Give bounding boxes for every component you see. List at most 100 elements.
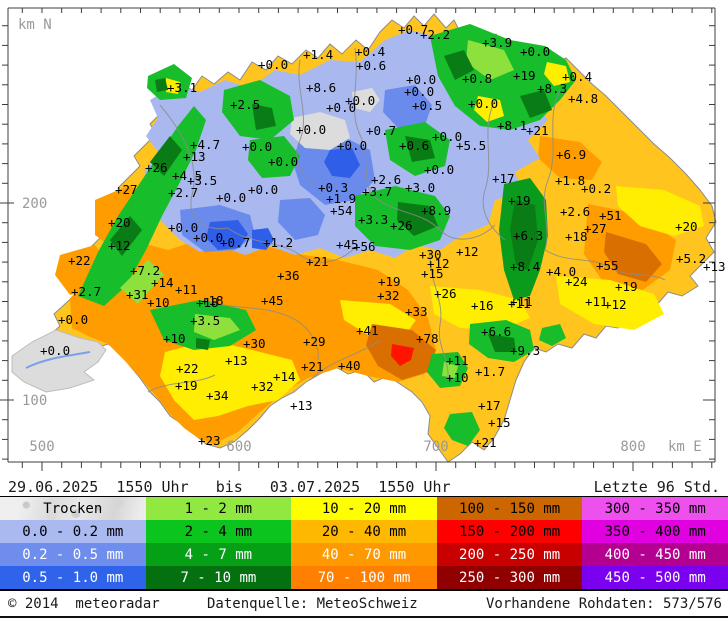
station-value: +0.0 xyxy=(168,220,198,235)
station-value: +0.0 xyxy=(326,100,356,115)
station-value: +4.8 xyxy=(568,91,598,106)
station-value: +0.4 xyxy=(355,44,385,59)
raw-data-count: Vorhandene Rohdaten: 573/576 xyxy=(485,596,722,612)
station-value: +3.0 xyxy=(405,180,435,195)
station-value: +21 xyxy=(474,435,497,450)
station-value: +0.0 xyxy=(432,129,462,144)
station-value: +0.8 xyxy=(462,71,492,86)
station-value: +22 xyxy=(68,253,91,268)
station-value: +1.7 xyxy=(475,364,505,379)
y-axis-tick-label: 100 xyxy=(22,393,47,409)
station-value: +0.7 xyxy=(220,235,250,250)
station-value: +12 xyxy=(427,256,450,271)
station-value: +19 xyxy=(508,193,531,208)
station-value: +0.0 xyxy=(345,93,375,108)
legend-cell: 0.2 - 0.5 mm xyxy=(0,543,146,566)
station-value: +8.6 xyxy=(306,80,336,95)
legend-cell: 300 - 350 mm xyxy=(582,497,728,520)
station-value: +54 xyxy=(330,203,353,218)
station-value: +21 xyxy=(526,123,549,138)
station-value: +0.0 xyxy=(406,72,436,87)
station-value: +22 xyxy=(176,361,199,376)
station-value: +21 xyxy=(306,254,329,269)
legend-cell: 70 - 100 mm xyxy=(291,566,437,589)
station-value: +23 xyxy=(198,433,221,448)
station-value: +12 xyxy=(604,297,627,312)
station-value: +26 xyxy=(390,218,413,233)
station-value: +21 xyxy=(301,359,324,374)
station-value: +4.5 xyxy=(172,168,202,183)
station-value: +8.4 xyxy=(510,259,540,274)
station-value: +12 xyxy=(108,238,131,253)
station-value: +13 xyxy=(290,398,313,413)
station-value: +18 xyxy=(565,229,588,244)
legend-cell: 0.5 - 1.0 mm xyxy=(0,566,146,589)
x-axis-tick-label: 500 xyxy=(29,439,54,455)
canton-borders xyxy=(147,47,666,393)
station-value: +19 xyxy=(378,274,401,289)
station-value: +3.1 xyxy=(167,80,197,95)
station-value: +17 xyxy=(478,398,501,413)
station-value: +40 xyxy=(338,358,361,373)
x-axis-tick-label: 700 xyxy=(423,439,448,455)
station-value: +3.5 xyxy=(190,313,220,328)
range-label: Letzte 96 Std. xyxy=(593,477,720,496)
station-value: +15 xyxy=(421,266,444,281)
station-value: +78 xyxy=(416,331,439,346)
region-yellow-10-20mm xyxy=(160,186,704,420)
legend-cell: 2 - 4 mm xyxy=(145,520,292,543)
axis-labels: km N km E 200 100 500 600 700 800 xyxy=(18,17,702,455)
period-text: 29.06.2025 1550 Uhr bis 03.07.2025 1550 … xyxy=(8,477,451,496)
station-value: +13 xyxy=(703,259,726,274)
station-value: +1.2 xyxy=(263,235,293,250)
copyright-text: © 2014 meteoradar xyxy=(8,596,160,612)
station-value: +2.2 xyxy=(420,27,450,42)
station-value: +19 xyxy=(513,68,536,83)
station-value: +17 xyxy=(492,171,515,186)
map-axes: km N km E 200 100 500 600 700 800 xyxy=(0,7,716,471)
station-value: +19 xyxy=(615,279,638,294)
station-value: +11 xyxy=(585,294,608,309)
station-value: +0.0 xyxy=(404,84,434,99)
station-value: +13 xyxy=(225,353,248,368)
station-value: +10 xyxy=(147,295,170,310)
station-value: +2.6 xyxy=(371,172,401,187)
station-value: +0.7 xyxy=(398,22,428,37)
station-value: +0.7 xyxy=(366,123,396,138)
legend-cell: 20 - 40 mm xyxy=(291,520,437,543)
station-values-layer: +3.1+2.5+0.0+1.4+8.6+0.0+0.0+0.0+0.0+0.0… xyxy=(40,22,726,450)
station-value: +0.6 xyxy=(356,58,386,73)
station-value: +15 xyxy=(488,415,511,430)
station-value: +12 xyxy=(456,244,479,259)
station-value: +14 xyxy=(273,369,296,384)
legend-cell: 100 - 150 mm xyxy=(436,497,583,520)
station-value: +0.0 xyxy=(40,343,70,358)
axis-ticks xyxy=(0,8,715,471)
legend-cell: 250 - 300 mm xyxy=(436,566,583,589)
station-value: +10 xyxy=(163,331,186,346)
station-value: +32 xyxy=(377,288,400,303)
station-value: +2.5 xyxy=(230,97,260,112)
x-axis-tick-label: 800 xyxy=(620,439,645,455)
station-value: +5.2 xyxy=(676,251,706,266)
station-value: +0.0 xyxy=(242,139,272,154)
station-value: +18 xyxy=(196,295,219,310)
station-value: +3.3 xyxy=(358,212,388,227)
station-value: +0.0 xyxy=(296,122,326,137)
station-value: +24 xyxy=(565,274,588,289)
lake-geneva xyxy=(25,351,91,369)
station-value: +2.7 xyxy=(71,284,101,299)
station-value: +6.6 xyxy=(481,324,511,339)
period-row: 29.06.2025 1550 Uhr bis 03.07.2025 1550 … xyxy=(0,477,728,496)
footer: © 2014 meteoradar Datenquelle: MeteoSchw… xyxy=(0,591,728,618)
station-value: +32 xyxy=(251,379,274,394)
station-value: +27 xyxy=(584,221,607,236)
station-value: +33 xyxy=(405,304,428,319)
station-value: +10 xyxy=(446,370,469,385)
region-dry-gray xyxy=(11,88,380,393)
legend-cell: 4 - 7 mm xyxy=(145,543,292,566)
station-value: +27 xyxy=(115,182,138,197)
station-value: +51 xyxy=(599,208,622,223)
